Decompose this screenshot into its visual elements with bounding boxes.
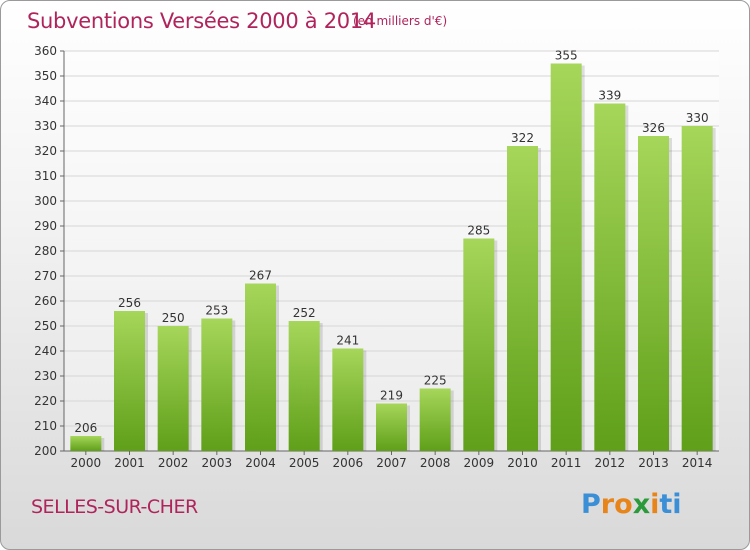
y-tick-label: 340 xyxy=(34,94,57,108)
y-tick-label: 350 xyxy=(34,69,57,83)
data-label: 339 xyxy=(598,89,621,103)
data-label: 256 xyxy=(118,296,141,310)
chart-subtitle: (en milliers d'€) xyxy=(353,14,448,28)
x-tick-label: 2008 xyxy=(420,456,451,470)
x-tick-label: 2013 xyxy=(638,456,669,470)
data-label: 326 xyxy=(642,121,665,135)
bar xyxy=(681,126,713,451)
bar xyxy=(376,403,407,451)
x-tick-label: 2005 xyxy=(289,456,320,470)
data-label: 252 xyxy=(293,306,316,320)
data-label: 253 xyxy=(205,304,228,318)
data-label: 225 xyxy=(424,374,447,388)
y-tick-label: 210 xyxy=(34,419,57,433)
y-tick-label: 320 xyxy=(34,144,57,158)
data-label: 355 xyxy=(555,49,578,63)
bar xyxy=(157,326,189,451)
bar xyxy=(638,136,669,451)
chart-title: Subventions Versées 2000 à 2014 xyxy=(27,9,376,33)
y-tick-label: 280 xyxy=(34,244,57,258)
x-tick-label: 2001 xyxy=(114,456,145,470)
y-tick-label: 230 xyxy=(34,369,57,383)
data-label: 250 xyxy=(162,311,185,325)
bar xyxy=(463,238,495,451)
y-tick-label: 330 xyxy=(34,119,57,133)
bar xyxy=(201,318,233,451)
proxiti-logo: Proxiti xyxy=(581,489,682,520)
x-tick-label: 2004 xyxy=(245,456,276,470)
x-tick-label: 2012 xyxy=(595,456,626,470)
logo-letter: o xyxy=(614,489,633,520)
y-tick-label: 220 xyxy=(34,394,57,408)
logo-letter: i xyxy=(672,489,682,520)
logo-letter: r xyxy=(600,489,615,520)
y-tick-label: 310 xyxy=(34,169,57,183)
x-tick-label: 2009 xyxy=(464,456,495,470)
x-tick-label: 2006 xyxy=(333,456,364,470)
data-label: 267 xyxy=(249,269,272,283)
town-name: SELLES-SUR-CHER xyxy=(31,496,198,518)
bar xyxy=(594,103,626,451)
y-tick-label: 360 xyxy=(34,44,57,58)
x-tick-label: 2000 xyxy=(71,456,102,470)
bar xyxy=(70,436,102,451)
bar xyxy=(507,146,538,451)
bar xyxy=(550,63,582,451)
logo-letter: x xyxy=(632,489,651,520)
bar xyxy=(288,321,320,451)
x-tick-label: 2003 xyxy=(202,456,233,470)
logo-letter: t xyxy=(659,489,673,520)
logo-letter: i xyxy=(650,489,660,520)
y-tick-label: 300 xyxy=(34,194,57,208)
x-tick-label: 2002 xyxy=(158,456,189,470)
y-tick-label: 260 xyxy=(34,294,57,308)
bar xyxy=(332,348,364,451)
x-tick-label: 2014 xyxy=(682,456,713,470)
y-tick-label: 270 xyxy=(34,269,57,283)
bar xyxy=(114,311,145,451)
data-label: 322 xyxy=(511,131,534,145)
y-tick-label: 250 xyxy=(34,319,57,333)
x-tick-label: 2010 xyxy=(507,456,538,470)
x-tick-label: 2011 xyxy=(551,456,582,470)
logo-letter: P xyxy=(581,489,601,520)
y-tick-label: 200 xyxy=(34,444,57,458)
y-tick-label: 290 xyxy=(34,219,57,233)
bar xyxy=(419,388,451,451)
x-tick-label: 2007 xyxy=(376,456,407,470)
data-label: 219 xyxy=(380,389,403,403)
bar xyxy=(245,283,276,451)
data-label: 241 xyxy=(336,334,359,348)
y-tick-label: 240 xyxy=(34,344,57,358)
data-label: 285 xyxy=(467,224,490,238)
data-label: 330 xyxy=(686,111,709,125)
data-label: 206 xyxy=(74,421,97,435)
